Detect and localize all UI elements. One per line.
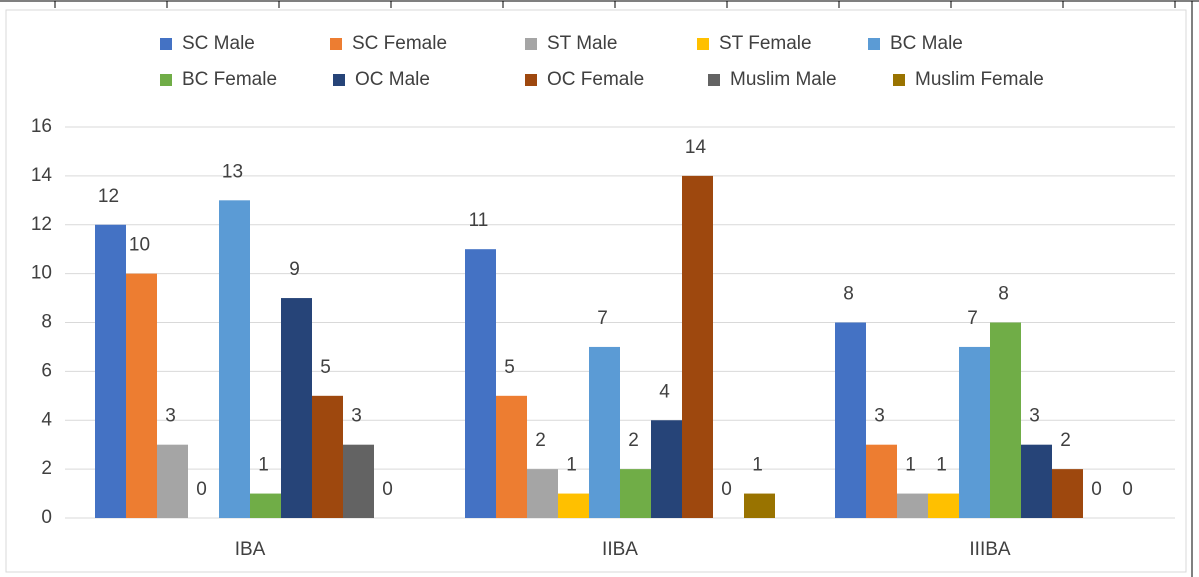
legend-swatch (708, 74, 720, 86)
legend-swatch (697, 38, 709, 50)
bar (527, 469, 558, 518)
data-label: 0 (382, 479, 393, 500)
data-label: 1 (936, 455, 947, 476)
data-label: 1 (258, 455, 269, 476)
bar (959, 346, 990, 518)
data-label: 7 (967, 308, 978, 329)
bar (990, 322, 1021, 518)
bar (744, 493, 775, 518)
legend-swatch (160, 74, 172, 86)
data-label: 2 (628, 430, 639, 451)
data-label: 3 (351, 406, 362, 427)
bar (312, 395, 343, 518)
legend-swatch (160, 38, 172, 50)
bar (250, 493, 281, 518)
bar (496, 395, 527, 518)
legend-label: Muslim Male (730, 69, 837, 90)
legend-label: SC Male (182, 33, 255, 54)
data-label: 3 (874, 406, 885, 427)
legend-label: OC Male (355, 69, 430, 90)
data-label: 5 (504, 357, 515, 378)
legend-label: BC Female (182, 69, 277, 90)
legend-swatch (330, 38, 342, 50)
legend-label: ST Female (719, 33, 812, 54)
data-label: 13 (222, 161, 243, 182)
data-label: 12 (98, 186, 119, 207)
bar (835, 322, 866, 518)
data-label: 2 (1060, 430, 1071, 451)
bar (157, 444, 188, 518)
x-tick-label: IIBA (602, 539, 638, 560)
bar (465, 249, 496, 518)
bar (1021, 444, 1052, 518)
x-tick-label: IIIBA (969, 539, 1011, 560)
y-tick-label: 8 (41, 312, 52, 333)
legend-swatch (868, 38, 880, 50)
data-label: 14 (685, 137, 707, 158)
legend-swatch (525, 38, 537, 50)
data-label: 9 (289, 259, 300, 280)
data-label: 3 (1029, 406, 1040, 427)
data-label: 0 (196, 479, 207, 500)
bar (620, 469, 651, 518)
data-label: 0 (721, 479, 732, 500)
data-label: 11 (469, 210, 489, 231)
legend-swatch (893, 74, 905, 86)
bar (343, 444, 374, 518)
bar (651, 420, 682, 518)
data-label: 10 (129, 235, 150, 256)
data-label: 0 (1091, 479, 1102, 500)
y-tick-label: 2 (41, 458, 52, 479)
data-label: 7 (597, 308, 608, 329)
y-tick-label: 6 (41, 360, 52, 381)
y-tick-label: 14 (31, 165, 53, 186)
bar (866, 444, 897, 518)
bar (682, 175, 713, 518)
bar (95, 224, 126, 518)
legend-label: SC Female (352, 33, 447, 54)
bar (897, 493, 928, 518)
legend-label: BC Male (890, 33, 963, 54)
data-label: 4 (659, 381, 670, 402)
legend-label: Muslim Female (915, 69, 1044, 90)
bar (219, 200, 250, 518)
legend-swatch (333, 74, 345, 86)
data-label: 1 (752, 455, 763, 476)
bar (126, 273, 157, 518)
y-tick-label: 10 (31, 263, 52, 284)
data-label: 1 (905, 455, 916, 476)
legend-label: OC Female (547, 69, 644, 90)
legend-label: ST Male (547, 33, 617, 54)
bar (281, 298, 312, 518)
y-tick-label: 0 (41, 507, 52, 528)
data-label: 2 (535, 430, 546, 451)
data-label: 0 (1122, 479, 1133, 500)
y-tick-label: 4 (41, 409, 52, 430)
data-label: 8 (843, 284, 854, 305)
bar (558, 493, 589, 518)
bar (1052, 469, 1083, 518)
data-label: 8 (998, 284, 1009, 305)
y-tick-label: 12 (31, 214, 52, 235)
x-tick-label: IBA (235, 539, 266, 560)
bar (589, 346, 620, 518)
data-label: 5 (320, 357, 331, 378)
bar (928, 493, 959, 518)
data-label: 1 (566, 455, 577, 476)
y-tick-label: 16 (31, 116, 52, 137)
data-label: 3 (165, 406, 176, 427)
legend-swatch (525, 74, 537, 86)
